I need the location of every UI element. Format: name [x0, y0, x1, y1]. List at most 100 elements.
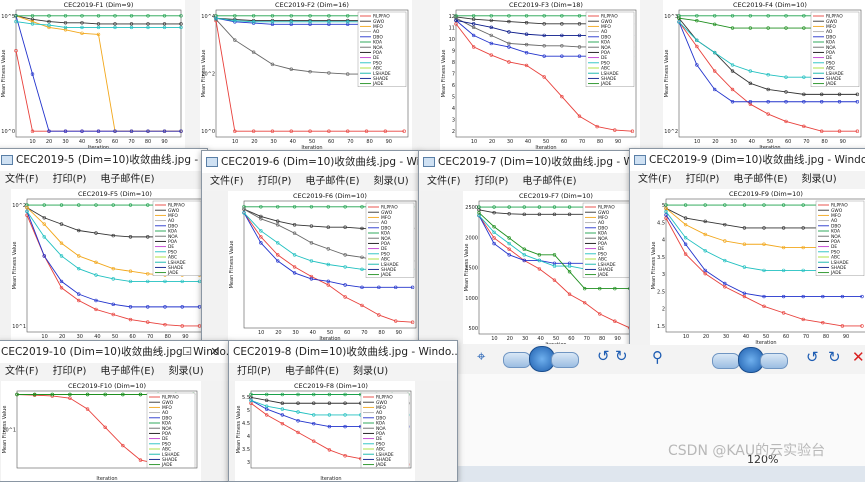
menu-print[interactable]: 打印(P) — [237, 366, 271, 377]
legend-label: LSHADE — [598, 262, 616, 268]
data-point-rlpfao — [742, 294, 747, 299]
rotate-right-icon[interactable]: ↻ — [828, 348, 841, 366]
data-point-pso — [270, 20, 275, 24]
x-tick-label: 90 — [396, 330, 402, 336]
menu-print[interactable]: 打印(P) — [685, 174, 720, 185]
data-point-rlpfao — [471, 45, 476, 49]
menu-email[interactable]: 电子邮件(E) — [100, 174, 155, 185]
window-f7[interactable]: CEC2019-7 (Dim=10)收敛曲线.jpg - Windo... 文件… — [418, 150, 638, 348]
menu-print[interactable]: 打印(P) — [257, 176, 292, 187]
menu-file[interactable]: 文件(F) — [638, 174, 672, 185]
data-point-pso — [163, 279, 167, 284]
data-point-gwo — [146, 22, 150, 26]
rotate-left-icon[interactable]: ↺ — [597, 347, 610, 365]
menu-email[interactable]: 电子邮件(E) — [305, 176, 360, 187]
zoom-icon[interactable]: ⌖ — [477, 347, 486, 365]
legend-label: PSO — [598, 251, 607, 257]
data-point-rlpfao — [402, 129, 406, 133]
data-point-mfo — [742, 242, 747, 246]
data-point-koa — [326, 205, 330, 209]
x-tick-label: 10 — [258, 330, 264, 336]
previous-button[interactable] — [712, 353, 740, 369]
data-point-pso — [309, 259, 314, 263]
x-tick-label: 60 — [112, 139, 118, 145]
menu-print[interactable]: 打印(P) — [52, 366, 87, 377]
maximize-button[interactable]: ☐ — [182, 345, 192, 358]
titlebar[interactable]: CEC2019-10 (Dim=10)收敛曲线.jpg - Windo... — [0, 341, 229, 363]
menu-file[interactable]: 文件(F) — [5, 174, 39, 185]
data-point-dbo — [292, 271, 297, 275]
menubar: 文件(F) 打印(P) 电子邮件(E) — [419, 173, 637, 191]
rotate-right-icon[interactable]: ↻ — [615, 347, 628, 365]
window-f8[interactable]: CEC2019-8 (Dim=10)收敛曲线.jpg - Windo... 打印… — [228, 340, 458, 482]
series-line-gwo — [15, 15, 181, 25]
titlebar[interactable]: CEC2019-7 (Dim=10)收敛曲线.jpg - Windo... — [419, 151, 637, 173]
legend-label: AO — [381, 220, 388, 226]
data-point-gwo — [292, 223, 297, 227]
y-tick-label: 4.5 — [242, 421, 250, 427]
data-point-pso — [146, 25, 150, 30]
x-tick-label: 60 — [785, 139, 791, 145]
menu-print[interactable]: 打印(P) — [52, 174, 87, 185]
menu-burn[interactable]: 刻录(U) — [801, 174, 837, 185]
x-axis-label: Iteration — [320, 476, 341, 481]
menu-file[interactable]: 文件(F) — [210, 176, 244, 187]
data-point-gwo — [327, 401, 332, 405]
data-point-pso — [233, 18, 237, 23]
menu-email[interactable]: 电子邮件(E) — [284, 366, 339, 377]
data-point-jade — [522, 247, 526, 251]
next-button[interactable] — [551, 352, 579, 368]
titlebar[interactable]: CEC2019-8 (Dim=10)收敛曲线.jpg - Windo... — [229, 341, 457, 363]
menu-burn[interactable]: 刻录(U) — [168, 366, 204, 377]
legend-label: ABC — [831, 255, 840, 261]
data-point-dbo — [730, 100, 735, 104]
minimize-button[interactable]: ─ — [155, 345, 163, 358]
menu-file[interactable]: 文件(F) — [5, 366, 39, 377]
window-f9[interactable]: CEC2019-9 (Dim=10)收敛曲线.jpg - Windo... 文件… — [629, 148, 865, 376]
menu-email[interactable]: 电子邮件(E) — [733, 174, 788, 185]
menu-file[interactable]: 文件(F) — [427, 176, 461, 187]
legend-label: JADE — [825, 81, 837, 87]
legend-label: NOA — [601, 45, 611, 51]
data-point-rlpfao — [542, 75, 546, 79]
data-point-rlpfao — [111, 312, 115, 317]
series-line-rlpfao — [215, 20, 405, 132]
delete-icon[interactable]: ✕ — [852, 348, 865, 366]
menu-burn[interactable]: 刻录(U) — [352, 366, 389, 377]
data-point-shade — [560, 33, 564, 38]
legend-label: JADE — [380, 272, 392, 278]
x-tick-label: 60 — [568, 336, 574, 342]
data-point-gwo — [343, 401, 347, 405]
menu-email[interactable]: 电子邮件(E) — [522, 176, 577, 187]
close-button[interactable]: ✕ — [210, 345, 220, 358]
menu-email[interactable]: 电子邮件(E) — [100, 366, 155, 377]
rotate-left-icon[interactable]: ↺ — [806, 348, 819, 366]
data-point-koa — [47, 14, 51, 18]
menu-print[interactable]: 打印(P) — [474, 176, 509, 187]
window-f10[interactable]: CEC2019-10 (Dim=10)收敛曲线.jpg - Windo... ─… — [0, 340, 230, 482]
data-point-rlpfao — [394, 319, 398, 323]
data-point-koa — [270, 14, 275, 18]
titlebar[interactable]: CEC2019-6 (Dim=10)收敛曲线.jpg - Windo... — [202, 151, 420, 173]
legend-label: DE — [601, 55, 607, 61]
next-button[interactable] — [760, 353, 788, 369]
chart-title: CEC2019-F2 (Dim=16) — [275, 1, 349, 9]
zoom-icon[interactable]: ⚲ — [652, 348, 663, 366]
titlebar[interactable]: CEC2019-9 (Dim=10)收敛曲线.jpg - Windo... — [630, 149, 865, 171]
window-f5[interactable]: CEC2019-5 (Dim=10)收敛曲线.jpg - Windo... 文件… — [0, 148, 208, 346]
data-point-rlpfao — [292, 265, 297, 269]
data-point-pso — [179, 25, 183, 30]
titlebar[interactable]: CEC2019-5 (Dim=10)收敛曲线.jpg - Windo... — [0, 149, 207, 171]
data-point-koa — [259, 205, 263, 209]
menu-burn[interactable]: 刻录(U) — [373, 176, 409, 187]
data-point-rlpfao — [683, 252, 688, 256]
slideshow-button[interactable] — [529, 346, 555, 372]
legend-label: DE — [162, 436, 168, 442]
window-f6[interactable]: CEC2019-6 (Dim=10)收敛曲线.jpg - Windo... 文件… — [201, 150, 421, 342]
data-point-gwo — [276, 219, 280, 223]
data-point-gwo — [96, 22, 101, 26]
previous-button[interactable] — [503, 352, 531, 368]
data-point-dbo — [343, 424, 347, 429]
data-point-dbo — [146, 129, 150, 133]
